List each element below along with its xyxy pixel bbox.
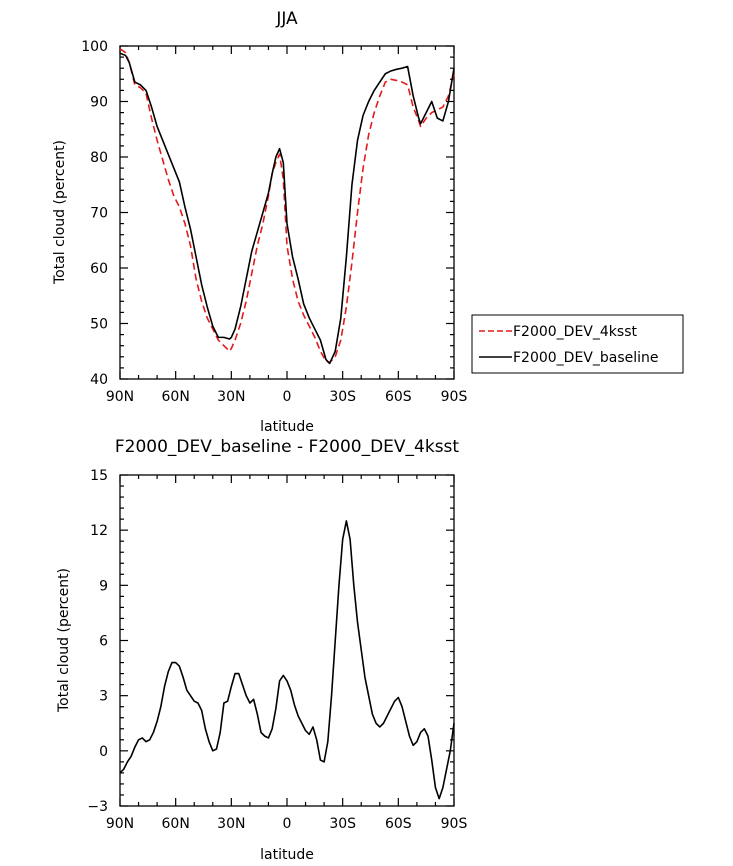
top-y-tick-label: 60 <box>90 261 108 277</box>
top-ticks <box>119 45 455 380</box>
bottom-x-tick-label: 90N <box>106 816 134 832</box>
bottom-ticks <box>119 474 455 807</box>
top-y-tick-labels: 40 50 60 70 80 90 100 <box>81 39 108 388</box>
bottom-plot-frame <box>119 474 455 807</box>
top-x-tick-label: 60N <box>162 389 190 405</box>
top-plot-area <box>119 45 455 380</box>
top-y-tick-label: 100 <box>81 39 108 55</box>
bottom-x-axis-label: latitude <box>260 847 314 863</box>
top-series-line-f2000-dev-4ksst <box>119 48 455 364</box>
bottom-x-tick-label: 0 <box>283 816 292 832</box>
bottom-y-tick-label: 9 <box>99 578 108 594</box>
bottom-panel-title: F2000_DEV_baseline - F2000_DEV_4ksst <box>115 437 460 457</box>
bottom-x-tick-label: 60N <box>162 816 190 832</box>
bottom-y-axis-label: Total cloud (percent) <box>56 568 72 713</box>
bottom-y-tick-label: 12 <box>90 523 108 539</box>
top-panel-title: JJA <box>275 9 298 29</box>
top-x-tick-label: 30N <box>217 389 245 405</box>
bottom-y-tick-label: 3 <box>99 689 108 705</box>
top-x-tick-label: 90N <box>106 389 134 405</box>
bottom-y-tick-label: 0 <box>99 744 108 760</box>
bottom-panel: F2000_DEV_baseline - F2000_DEV_4ksst 90N… <box>56 437 467 863</box>
legend-label-baseline: F2000_DEV_baseline <box>513 350 659 366</box>
top-y-tick-label: 40 <box>90 372 108 388</box>
top-panel: JJA 90N 60N 30N 0 30S 60S 90S 405060708090100 … <box>52 9 467 435</box>
top-y-tick-label: 70 <box>90 206 108 222</box>
top-y-axis-label: Total cloud (percent) <box>52 140 68 285</box>
bottom-x-tick-label: 90S <box>441 816 468 832</box>
top-x-axis-label: latitude <box>260 419 314 435</box>
bottom-plot-area <box>119 474 455 807</box>
top-x-tick-labels: 90N 60N 30N 0 30S 60S 90S <box>106 389 468 405</box>
bottom-x-tick-label: 60S <box>385 816 412 832</box>
bottom-y-tick-labels: −3 0 3 6 9 12 15 <box>87 468 108 815</box>
top-legend: F2000_DEV_4ksst F2000_DEV_baseline <box>471 314 684 374</box>
legend-label-4ksst: F2000_DEV_4ksst <box>513 324 637 340</box>
top-x-tick-label: 0 <box>283 389 292 405</box>
bottom-y-tick-label: 6 <box>99 634 108 650</box>
top-x-tick-label: 30S <box>329 389 356 405</box>
top-y-tick-label: 90 <box>90 95 108 111</box>
bottom-x-tick-label: 30N <box>217 816 245 832</box>
top-x-tick-label: 60S <box>385 389 412 405</box>
top-series-group <box>119 48 455 365</box>
bottom-x-tick-label: 30S <box>329 816 356 832</box>
bottom-series-group <box>119 520 455 800</box>
bottom-x-tick-labels: 90N 60N 30N 0 30S 60S 90S <box>106 816 468 832</box>
legend-box <box>471 314 684 374</box>
top-y-tick-label: 80 <box>90 150 108 166</box>
bottom-y-tick-label: 15 <box>90 468 108 484</box>
top-series-line-f2000-dev-baseline <box>119 52 455 365</box>
top-x-tick-label: 90S <box>441 389 468 405</box>
top-y-tick-label: 50 <box>90 317 108 333</box>
bottom-y-tick-label: −3 <box>87 799 108 815</box>
bottom-series-line-difference <box>119 520 455 800</box>
